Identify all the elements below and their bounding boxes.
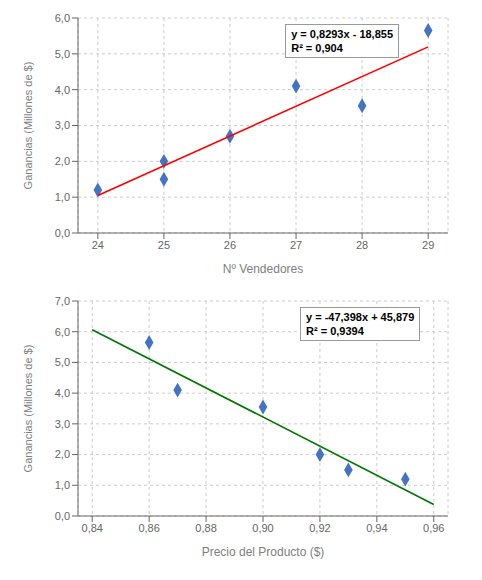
svg-text:5,0: 5,0 [55, 48, 70, 60]
svg-text:0,90: 0,90 [252, 522, 273, 534]
svg-text:0,88: 0,88 [195, 522, 216, 534]
html-text:y = -47,398x + 45,879: y = -47,398x + 45,879 [306, 311, 415, 324]
svg-text:6,0: 6,0 [55, 12, 70, 24]
svg-text:1,0: 1,0 [55, 479, 70, 491]
svg-text:4,0: 4,0 [55, 387, 70, 399]
svg-text:0,0: 0,0 [55, 510, 70, 522]
svg-text:1,0: 1,0 [55, 191, 70, 203]
svg-text:0,96: 0,96 [423, 522, 444, 534]
svg-text:7,0: 7,0 [55, 295, 70, 307]
html-text:R² = 0,904: R² = 0,904 [291, 42, 343, 55]
svg-text:4,0: 4,0 [55, 84, 70, 96]
svg-text:26: 26 [224, 239, 236, 251]
svg-text:0,92: 0,92 [309, 522, 330, 534]
svg-text:Ganancias (Millones de $): Ganancias (Millones de $) [22, 62, 34, 190]
svg-text:5,0: 5,0 [55, 356, 70, 368]
svg-text:2,0: 2,0 [55, 448, 70, 460]
svg-text:0,0: 0,0 [55, 227, 70, 239]
svg-text:28: 28 [356, 239, 368, 251]
svg-text:3,0: 3,0 [55, 119, 70, 131]
svg-text:6,0: 6,0 [55, 326, 70, 338]
svg-text:0,84: 0,84 [82, 522, 103, 534]
svg-text:27: 27 [290, 239, 302, 251]
svg-text:Ganancias (Millones de $): Ganancias (Millones de $) [22, 345, 34, 473]
svg-text:0,94: 0,94 [366, 522, 387, 534]
svg-text:Precio del Producto ($): Precio del Producto ($) [202, 545, 325, 559]
svg-text:3,0: 3,0 [55, 418, 70, 430]
svg-text:Nº Vendedores: Nº Vendedores [223, 262, 303, 276]
svg-text:25: 25 [158, 239, 170, 251]
svg-text:29: 29 [422, 239, 434, 251]
svg-text:0,86: 0,86 [138, 522, 159, 534]
html-text:R² = 0,9394: R² = 0,9394 [306, 325, 364, 338]
svg-text:2,0: 2,0 [55, 155, 70, 167]
html-text:y = 0,8293x - 18,855: y = 0,8293x - 18,855 [291, 28, 393, 41]
svg-text:24: 24 [92, 239, 104, 251]
